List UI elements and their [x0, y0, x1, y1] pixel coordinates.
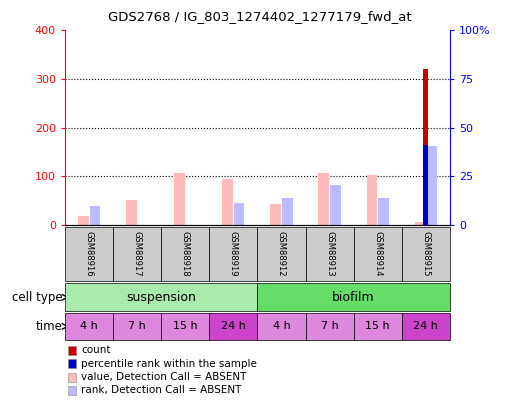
Text: GSM88912: GSM88912	[277, 231, 286, 277]
Bar	[367, 175, 377, 225]
Bar	[270, 205, 281, 225]
Text: GSM88919: GSM88919	[229, 231, 238, 277]
Bar	[282, 198, 293, 225]
Bar	[426, 145, 437, 225]
Text: 15 h: 15 h	[366, 322, 390, 331]
Bar	[78, 216, 88, 225]
Text: count: count	[81, 345, 111, 355]
Text: 24 h: 24 h	[221, 322, 246, 331]
Text: cell type: cell type	[12, 291, 62, 304]
Bar	[414, 222, 425, 225]
Text: 4 h: 4 h	[80, 322, 98, 331]
Text: percentile rank within the sample: percentile rank within the sample	[81, 359, 257, 369]
Text: GDS2768 / IG_803_1274402_1277179_fwd_at: GDS2768 / IG_803_1274402_1277179_fwd_at	[108, 10, 412, 23]
Text: 24 h: 24 h	[413, 322, 438, 331]
Text: GSM88914: GSM88914	[373, 231, 382, 277]
Bar	[234, 203, 244, 225]
Text: GSM88917: GSM88917	[133, 231, 141, 277]
Bar	[330, 185, 341, 225]
Bar	[378, 198, 389, 225]
Text: 7 h: 7 h	[321, 322, 339, 331]
Text: rank, Detection Call = ABSENT: rank, Detection Call = ABSENT	[81, 386, 241, 395]
Bar	[126, 200, 137, 225]
Bar	[174, 173, 185, 225]
Bar	[89, 206, 100, 225]
Text: time: time	[35, 320, 62, 333]
Bar	[423, 145, 428, 225]
Text: biofilm: biofilm	[332, 291, 375, 304]
Text: 7 h: 7 h	[128, 322, 146, 331]
Text: suspension: suspension	[126, 291, 196, 304]
Bar	[423, 69, 428, 225]
Text: GSM88915: GSM88915	[421, 231, 430, 277]
Text: GSM88918: GSM88918	[181, 231, 190, 277]
Text: 15 h: 15 h	[173, 322, 198, 331]
Text: GSM88913: GSM88913	[325, 231, 334, 277]
Bar	[222, 179, 233, 225]
Bar	[318, 173, 329, 225]
Text: value, Detection Call = ABSENT: value, Detection Call = ABSENT	[81, 372, 246, 382]
Text: 4 h: 4 h	[272, 322, 290, 331]
Text: GSM88916: GSM88916	[85, 231, 94, 277]
